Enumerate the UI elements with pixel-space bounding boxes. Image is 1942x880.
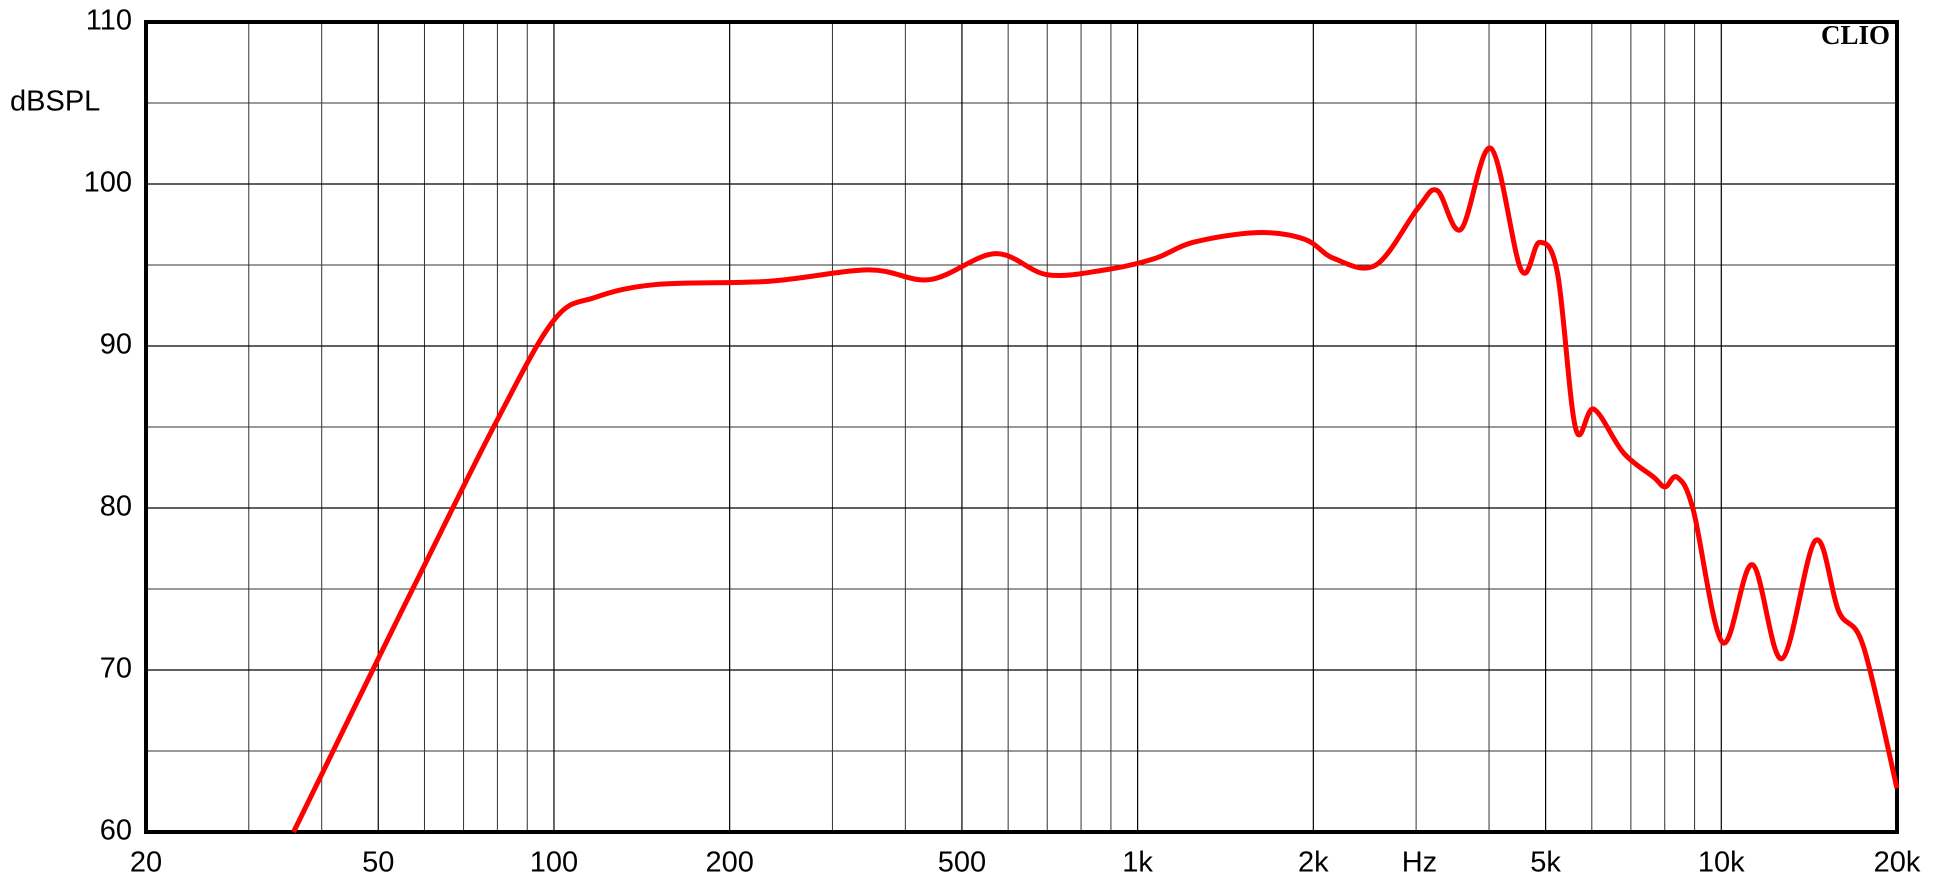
x-tick-label: 500 (938, 847, 986, 879)
x-tick-label: 10k (1698, 847, 1745, 879)
x-tick-label: 2k (1298, 847, 1329, 879)
x-axis-label: Hz (1402, 847, 1437, 879)
x-tick-label: 50 (362, 847, 394, 879)
y-tick-label: 80 (100, 491, 132, 523)
x-tick-label: 1k (1122, 847, 1153, 879)
y-tick-label: 100 (84, 167, 132, 199)
data-line (291, 145, 1900, 834)
x-tick-label: 20k (1874, 847, 1921, 879)
y-axis-label: dBSPL (10, 86, 100, 118)
y-tick-label: 110 (86, 5, 132, 37)
x-tick-label: 20 (130, 847, 162, 879)
watermark: CLIO (1821, 20, 1890, 50)
y-tick-label: 70 (100, 653, 132, 685)
x-tick-label: 100 (530, 847, 578, 879)
y-tick-label: 60 (100, 815, 132, 847)
x-tick-label: 5k (1530, 847, 1561, 879)
x-tick-label: 200 (705, 847, 753, 879)
plot-frame (144, 20, 1899, 834)
y-tick-label: 90 (100, 329, 132, 361)
plot: 20 50 100 200 500 1k 2k 5k 10k 20k 60 70 80 90 100 110 (84, 5, 1921, 879)
